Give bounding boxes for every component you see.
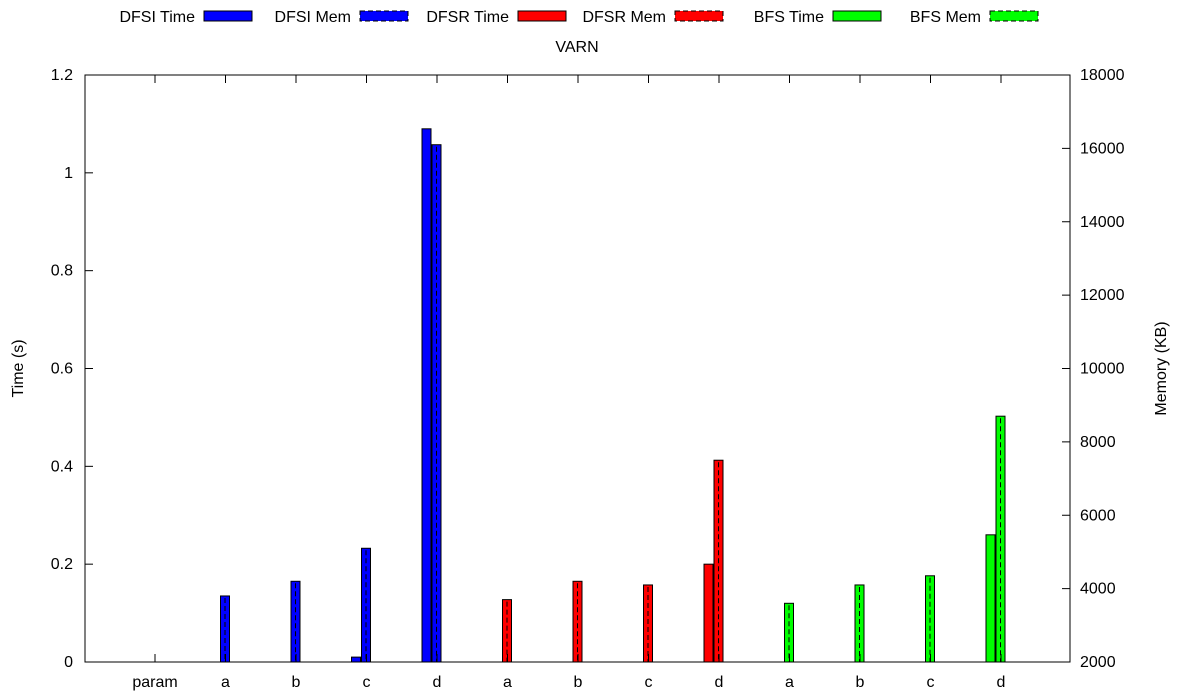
y2-tick-label: 14000 [1080, 214, 1125, 231]
y2-tick-label: 8000 [1080, 434, 1116, 451]
legend-swatch [517, 10, 567, 22]
x-tick-label: c [927, 674, 935, 691]
x-tick-label: d [997, 674, 1006, 691]
y2-tick-label: 16000 [1080, 140, 1125, 157]
x-tick-label: c [645, 674, 653, 691]
legend-swatch [674, 10, 724, 22]
bar-dfsi-mem [220, 595, 230, 663]
y-tick-label: 0.4 [51, 458, 73, 475]
bar-dfsr-time [703, 563, 714, 663]
y-tick-label: 0.6 [51, 361, 73, 378]
legend-label: DFSR Time [426, 9, 509, 26]
plot-area-frame [84, 74, 1071, 663]
y-tick-label: 0.2 [51, 556, 73, 573]
x-tick-label: b [292, 674, 301, 691]
y-axis-right-label: Memory (KB) [1153, 321, 1170, 415]
y2-tick-label: 10000 [1080, 361, 1125, 378]
y2-tick-label: 12000 [1080, 287, 1125, 304]
y2-tick-label: 6000 [1080, 507, 1116, 524]
legend-label: DFSR Mem [582, 9, 666, 26]
x-tick-label: a [221, 674, 230, 691]
legend-swatch [989, 10, 1039, 22]
y-tick-label: 1.2 [51, 67, 73, 84]
y-tick-label: 1 [64, 165, 73, 182]
bar-dfsi-mem [361, 547, 371, 663]
bar-dfsi-time [351, 656, 361, 663]
legend-label: DFSI Mem [275, 9, 351, 26]
bar-bfs-time [985, 534, 996, 663]
legend: DFSI Time DFSI Mem DFSR Time DFSR Mem BFS Ti… [119, 9, 1039, 26]
y-tick-label: 0.8 [51, 263, 73, 280]
y2-tick-label: 4000 [1080, 581, 1116, 598]
legend-label: BFS Mem [910, 9, 981, 26]
bars-layer [220, 128, 1006, 663]
y-axis-right-ticks: 2000 4000 6000 8000 10000 12000 14000 16000 1800… [1062, 67, 1125, 671]
x-tick-label: c [363, 674, 371, 691]
legend-swatch [832, 10, 882, 22]
bar-dfsi-time [421, 128, 432, 663]
y-axis-left-ticks: 0 0.2 0.4 0.6 0.8 1 1.2 [51, 67, 93, 671]
y2-tick-label: 2000 [1080, 654, 1116, 671]
x-tick-label: a [503, 674, 512, 691]
x-tick-label: b [856, 674, 865, 691]
y-tick-label: 0 [64, 654, 73, 671]
x-tick-label: a [785, 674, 794, 691]
legend-label: DFSI Time [119, 9, 195, 26]
y2-tick-label: 18000 [1080, 67, 1125, 84]
legend-swatch [203, 10, 253, 22]
legend-swatch [359, 10, 409, 22]
x-tick-label: b [574, 674, 583, 691]
x-axis-ticks: param a b c d a b c d a b c d [132, 75, 1005, 691]
x-tick-label: param [132, 674, 177, 691]
chart-title: VARN [555, 39, 598, 56]
x-tick-label: d [715, 674, 724, 691]
legend-label: BFS Time [754, 9, 824, 26]
x-tick-label: d [433, 674, 442, 691]
y-axis-left-label: Time (s) [10, 339, 27, 397]
